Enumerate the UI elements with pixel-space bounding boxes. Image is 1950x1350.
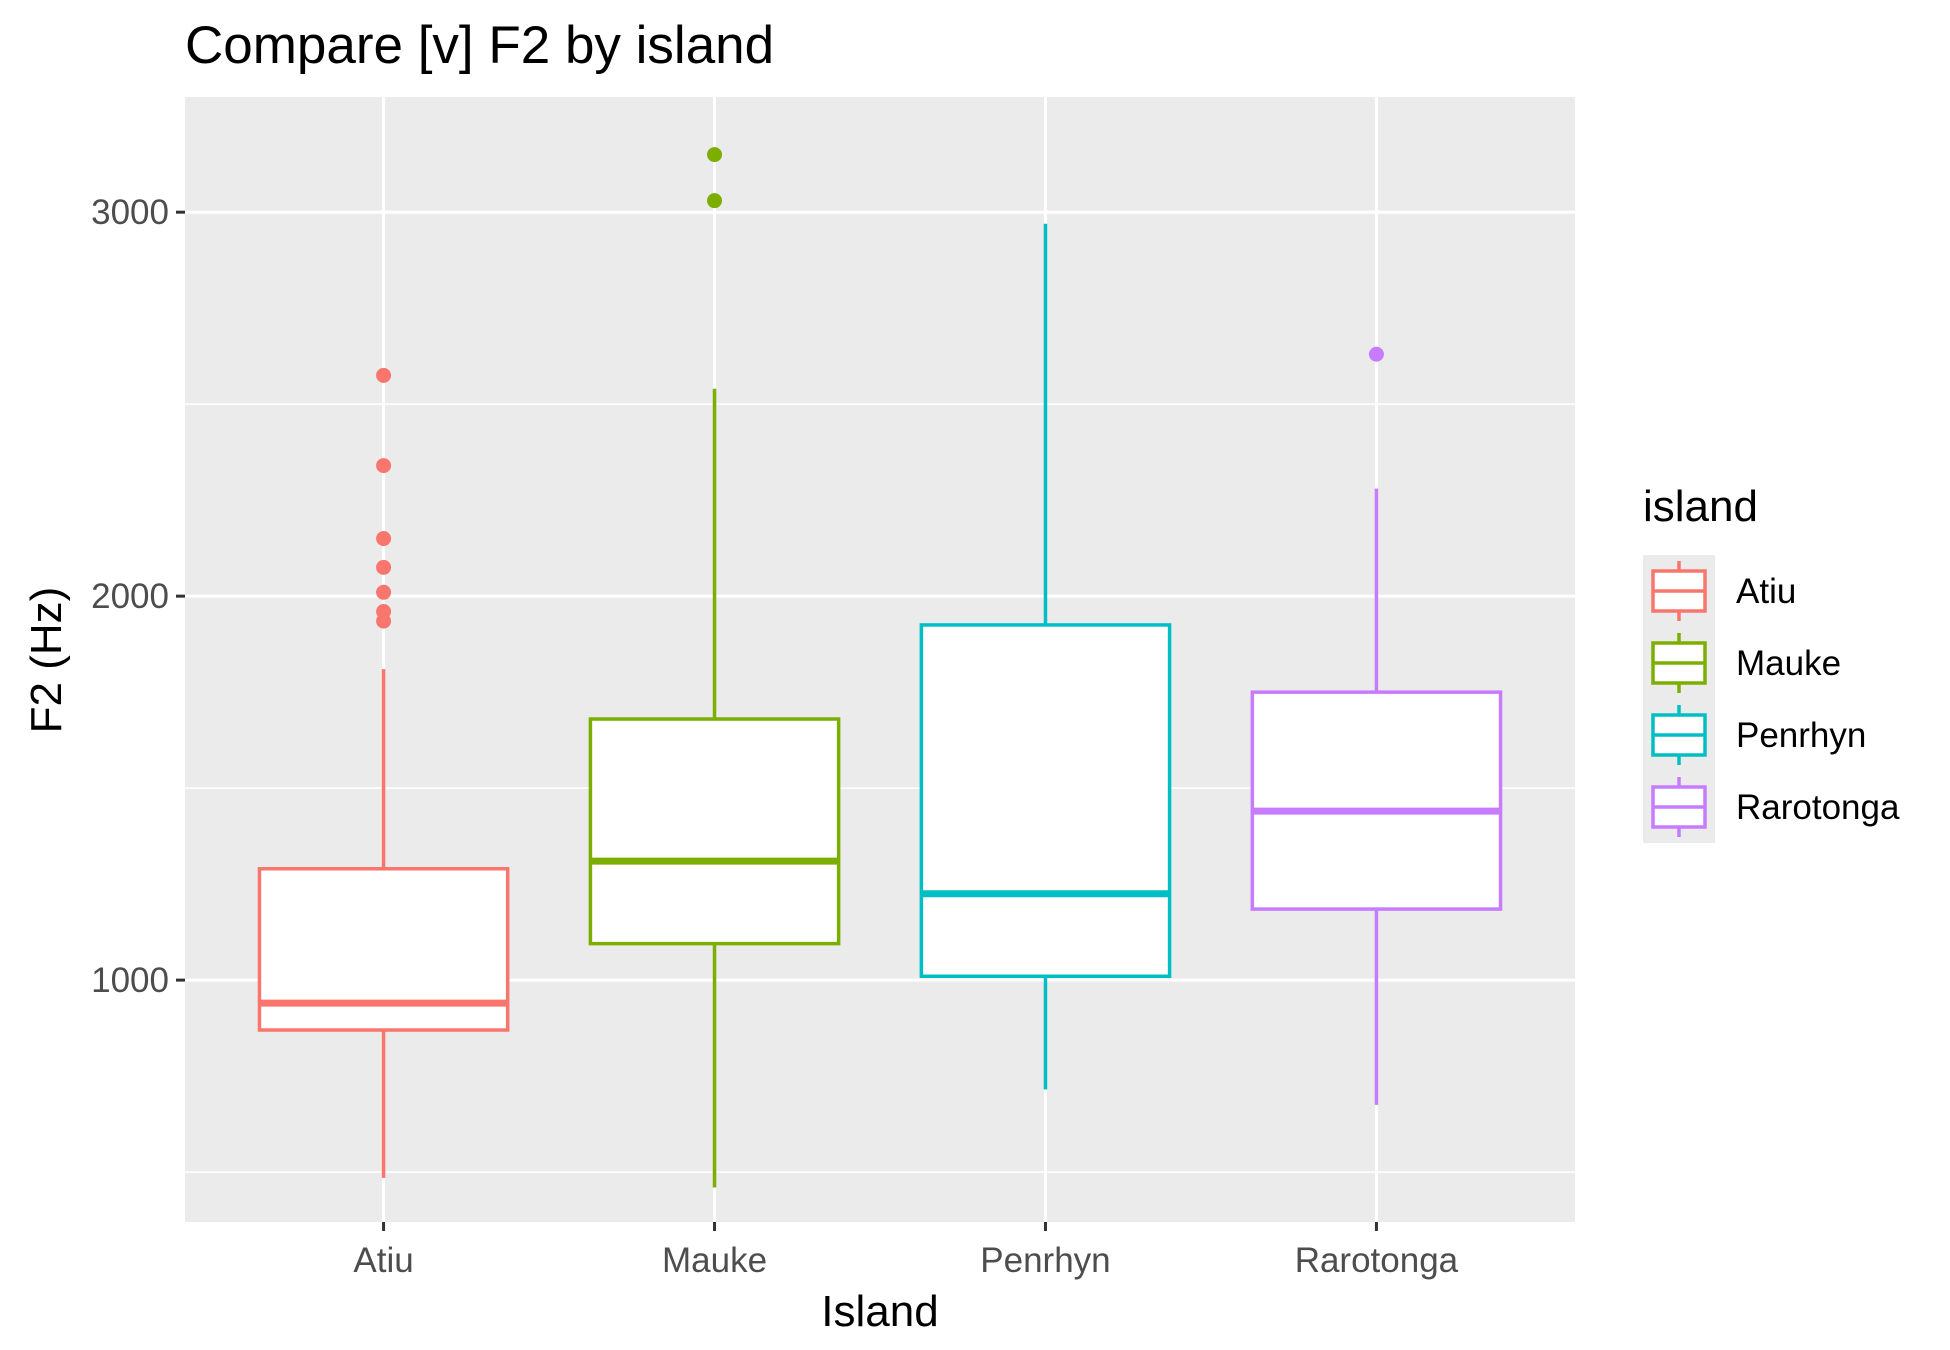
box-iqr: [588, 717, 841, 946]
y-tick-label: 2000: [91, 577, 169, 616]
legend: island Atiu Mauke Penrhyn Rarotonga: [1643, 482, 1900, 843]
outlier-point: [376, 458, 392, 474]
legend-item-penrhyn: Penrhyn: [1643, 699, 1866, 771]
outlier-point: [376, 604, 392, 620]
legend-label: Rarotonga: [1736, 788, 1900, 827]
legend-item-atiu: Atiu: [1643, 555, 1796, 627]
legend-item-mauke: Mauke: [1643, 627, 1841, 699]
box-iqr: [1250, 690, 1503, 911]
outlier-point: [707, 193, 723, 209]
legend-label: Mauke: [1736, 644, 1841, 683]
box-iqr: [919, 623, 1172, 979]
y-tick-label: 1000: [91, 961, 169, 1000]
outlier-point: [376, 531, 392, 547]
x-axis: Atiu Mauke Penrhyn Rarotonga: [353, 1222, 1459, 1280]
y-axis-title: F2 (Hz): [22, 587, 71, 734]
box-rarotonga: [1250, 346, 1503, 1105]
box-atiu: [257, 367, 510, 1178]
y-axis: 1000 2000 3000: [91, 193, 185, 1000]
chart-title: Compare [v] F2 by island: [185, 16, 774, 75]
legend-title: island: [1643, 482, 1758, 531]
x-tick-label: Rarotonga: [1295, 1241, 1459, 1280]
legend-item-rarotonga: Rarotonga: [1643, 771, 1900, 843]
x-tick-label: Penrhyn: [980, 1241, 1110, 1280]
outlier-point: [376, 584, 392, 600]
box-penrhyn: [919, 223, 1172, 1090]
outlier-point: [1368, 346, 1384, 362]
y-tick-label: 3000: [91, 193, 169, 232]
outlier-point: [376, 367, 392, 383]
plot-panel: [185, 97, 1575, 1222]
x-tick-label: Atiu: [353, 1241, 413, 1280]
outlier-point: [376, 559, 392, 575]
legend-label: Penrhyn: [1736, 716, 1866, 755]
box-mauke: [588, 147, 841, 1188]
boxes: [257, 147, 1503, 1188]
outlier-point: [707, 147, 723, 163]
legend-label: Atiu: [1736, 572, 1796, 611]
x-axis-title: Island: [821, 1287, 938, 1336]
x-tick-label: Mauke: [662, 1241, 767, 1280]
